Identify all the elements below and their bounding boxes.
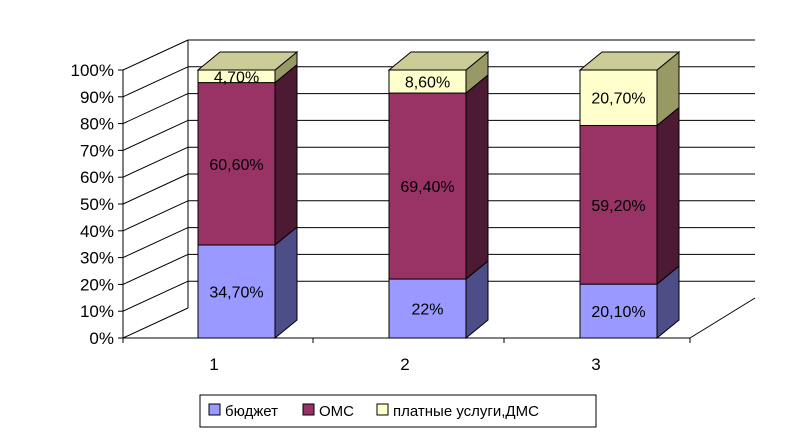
bars bbox=[196, 50, 681, 340]
side-gridline bbox=[122, 307, 189, 339]
side-gridline bbox=[122, 93, 189, 125]
legend-frame bbox=[199, 394, 597, 428]
category-label: 2 bbox=[400, 355, 409, 374]
bar-segment-side bbox=[274, 63, 298, 247]
bar-segment-front bbox=[579, 69, 658, 126]
bar-top bbox=[196, 51, 299, 71]
data-label: 34,70% bbox=[209, 285, 263, 302]
legend-swatch-paid bbox=[376, 403, 389, 416]
y-tick-label: 80% bbox=[80, 115, 114, 134]
data-label: 69,40% bbox=[400, 179, 454, 196]
y-tick-labels: 0% 10% 20% 30% 40% 50% 60% 70% 80% 90% 100% bbox=[71, 61, 114, 348]
side-gridline bbox=[122, 280, 189, 312]
legend-label-oms: ОМС bbox=[319, 403, 354, 420]
y-tick-label: 30% bbox=[80, 249, 114, 268]
y-tick-label: 60% bbox=[80, 168, 114, 187]
y-tick-label: 70% bbox=[80, 141, 114, 160]
bar-segment-front bbox=[197, 244, 276, 339]
y-tick-label: 20% bbox=[80, 275, 114, 294]
legend-swatch-oms bbox=[302, 403, 315, 416]
bar-segment-front bbox=[388, 92, 467, 280]
y-tick-label: 40% bbox=[80, 222, 114, 241]
side-gridline bbox=[122, 146, 189, 178]
bar-segment-front bbox=[579, 124, 658, 285]
side-gridline bbox=[122, 39, 189, 71]
legend-label-budget: бюджет bbox=[225, 403, 278, 420]
bar-segment-side bbox=[274, 225, 298, 340]
data-label: 22% bbox=[411, 302, 443, 319]
category-label: 1 bbox=[209, 355, 218, 374]
y-tick-label: 0% bbox=[89, 329, 114, 348]
data-label: 60,60% bbox=[209, 157, 263, 174]
data-label: 20,70% bbox=[591, 91, 645, 108]
legend: бюджет ОМС платные услуги,ДМС bbox=[199, 394, 597, 428]
side-gridline bbox=[122, 227, 189, 259]
side-gridline bbox=[122, 173, 189, 205]
bar-top bbox=[578, 51, 681, 71]
bar-segment-front bbox=[579, 283, 658, 339]
side-gridline bbox=[122, 119, 189, 151]
side-gridline bbox=[122, 66, 189, 98]
side-gridline bbox=[122, 253, 189, 285]
data-label: 4,70% bbox=[214, 69, 259, 86]
y-tick-label: 100% bbox=[71, 61, 114, 80]
data-label: 20,10% bbox=[591, 304, 645, 321]
legend-label-paid: платные услуги,ДМС bbox=[393, 403, 539, 420]
bar-segment-side bbox=[465, 73, 489, 281]
y-tick-label: 90% bbox=[80, 88, 114, 107]
category-label: 3 bbox=[591, 355, 600, 374]
y-tick-label: 10% bbox=[80, 302, 114, 321]
bar-segment-front bbox=[388, 278, 467, 339]
data-label: 59,20% bbox=[591, 198, 645, 215]
bar-top bbox=[387, 51, 490, 71]
data-labels: 34,70% 60,60% 4,70% 22% 69,40% 8,60% 20,10% 59,… bbox=[209, 69, 645, 321]
data-label: 8,60% bbox=[405, 75, 450, 92]
side-gridline bbox=[122, 200, 189, 232]
floor-edge bbox=[689, 297, 756, 339]
bar-segment-side bbox=[656, 106, 680, 286]
y-tick-label: 50% bbox=[80, 195, 114, 214]
legend-swatch-budget bbox=[208, 403, 221, 416]
category-labels: 1 2 3 bbox=[209, 355, 600, 374]
